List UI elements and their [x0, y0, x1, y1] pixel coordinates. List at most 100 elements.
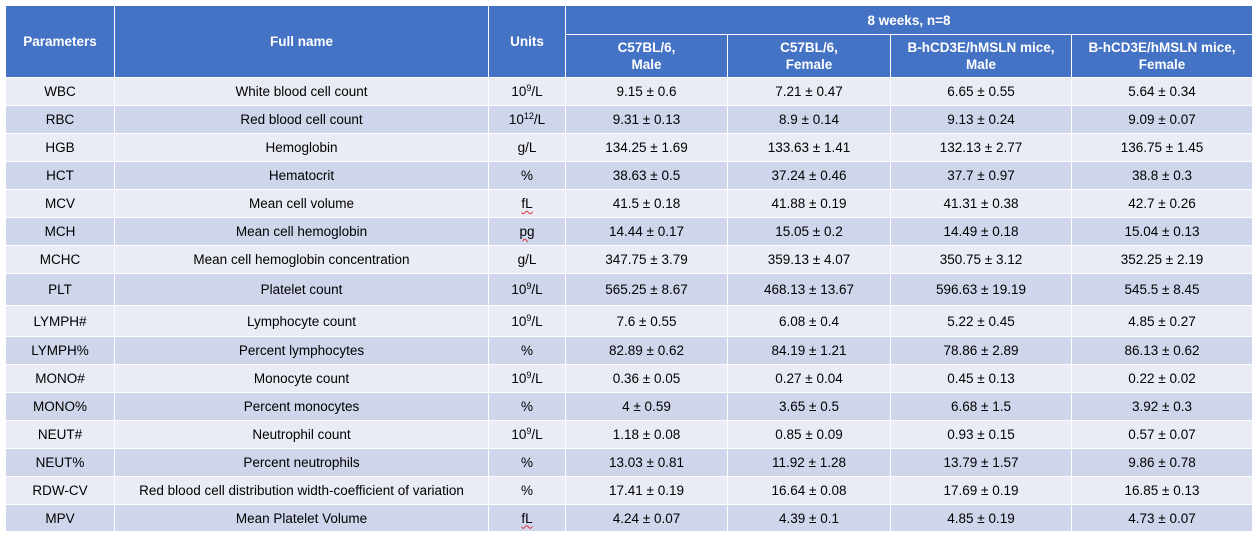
cell-value-col-4: 5.64 ± 0.34 [1071, 77, 1253, 106]
cell-unit: 1012/L [488, 105, 566, 134]
header-parameters: Parameters [5, 5, 115, 78]
cell-value-col-2: 468.13 ± 13.67 [727, 273, 891, 306]
cell-value-col-3: 6.68 ± 1.5 [890, 392, 1072, 421]
cell-full-name: Hematocrit [114, 161, 489, 190]
cell-value-col-4: 38.8 ± 0.3 [1071, 161, 1253, 190]
cell-value-col-2: 16.64 ± 0.08 [727, 476, 891, 505]
unit-base: 10 [508, 112, 524, 127]
cell-unit: 109/L [488, 273, 566, 306]
cell-value-col-2: 359.13 ± 4.07 [727, 245, 891, 274]
table-row: MCV Mean cell volume fL 41.5 ± 0.18 41.88 ± … [5, 189, 1253, 218]
cell-parameter: RDW-CV [5, 476, 115, 505]
cell-full-name: Red blood cell count [114, 105, 489, 134]
cell-value-col-3: 37.7 ± 0.97 [890, 161, 1072, 190]
cell-parameter: LYMPH% [5, 336, 115, 365]
cell-value-col-4: 0.57 ± 0.07 [1071, 420, 1253, 449]
cell-full-name: Mean cell hemoglobin [114, 217, 489, 246]
cell-full-name: Percent monocytes [114, 392, 489, 421]
cell-parameter: NEUT# [5, 420, 115, 449]
cell-value-col-3: 17.69 ± 0.19 [890, 476, 1072, 505]
cell-value-col-3: 41.31 ± 0.38 [890, 189, 1072, 218]
cell-parameter: MCV [5, 189, 115, 218]
unit-base: 10 [511, 282, 527, 297]
cell-full-name: Mean cell volume [114, 189, 489, 218]
cell-value-col-2: 37.24 ± 0.46 [727, 161, 891, 190]
header-column-1: C57BL/6, Male [565, 34, 728, 78]
table-row: NEUT# Neutrophil count 109/L 1.18 ± 0.08 0.8… [5, 420, 1253, 449]
cell-full-name: Monocyte count [114, 364, 489, 393]
cell-unit: % [488, 336, 566, 365]
cell-value-col-1: 17.41 ± 0.19 [565, 476, 728, 505]
cell-parameter: MPV [5, 504, 115, 532]
cell-value-col-4: 15.04 ± 0.13 [1071, 217, 1253, 246]
cell-parameter: LYMPH# [5, 305, 115, 337]
cell-unit: 109/L [488, 420, 566, 449]
cell-value-col-3: 4.85 ± 0.19 [890, 504, 1072, 532]
cell-unit: fL [488, 189, 566, 218]
cell-value-col-1: 14.44 ± 0.17 [565, 217, 728, 246]
cell-full-name: Red blood cell distribution width-coeffi… [114, 476, 489, 505]
cell-value-col-3: 132.13 ± 2.77 [890, 133, 1072, 162]
table-row: HGB Hemoglobin g/L 134.25 ± 1.69 133.63 ± 1.… [5, 133, 1253, 162]
cell-value-col-2: 41.88 ± 0.19 [727, 189, 891, 218]
table-row: MONO# Monocyte count 109/L 0.36 ± 0.05 0.27 … [5, 364, 1253, 393]
unit-base: % [520, 483, 533, 498]
cell-parameter: WBC [5, 77, 115, 106]
cell-value-col-4: 0.22 ± 0.02 [1071, 364, 1253, 393]
unit-tail: /L [531, 282, 543, 297]
cell-unit: 109/L [488, 364, 566, 393]
cell-unit: g/L [488, 245, 566, 274]
table-row: NEUT% Percent neutrophils% 13.03 ± 0.81 11.… [5, 448, 1253, 477]
cell-value-col-4: 16.85 ± 0.13 [1071, 476, 1253, 505]
cell-parameter: MCHC [5, 245, 115, 274]
header-units: Units [488, 5, 566, 78]
cell-unit: % [488, 161, 566, 190]
table-row: RDW-CV Red blood cell distribution width-… [5, 476, 1253, 505]
unit-base: g/L [517, 140, 537, 155]
cell-value-col-4: 4.85 ± 0.27 [1071, 305, 1253, 337]
cell-unit: 109/L [488, 77, 566, 106]
table-row: RBC Red blood cell count 1012/L 9.31 ± 0.13… [5, 105, 1253, 134]
table-row: PLT Platelet count 109/L 565.25 ± 8.67 468.1… [5, 273, 1253, 306]
table-header: Parameters Full name Units 8 weeks, n=8 … [5, 5, 1253, 78]
unit-base: 10 [511, 84, 527, 99]
unit-exponent: 9 [526, 312, 532, 323]
cell-value-col-4: 545.5 ± 8.45 [1071, 273, 1253, 306]
cell-value-col-3: 13.79 ± 1.57 [890, 448, 1072, 477]
unit-base: % [520, 168, 533, 183]
cell-unit: 109/L [488, 305, 566, 337]
cell-value-col-2: 3.65 ± 0.5 [727, 392, 891, 421]
cell-parameter: PLT [5, 273, 115, 306]
table-row: MONO% Percent monocytes% 4 ± 0.59 3.65 ± 0.… [5, 392, 1253, 421]
unit-base: 10 [511, 313, 527, 329]
cell-parameter: RBC [5, 105, 115, 134]
cell-value-col-1: 0.36 ± 0.05 [565, 364, 728, 393]
cell-value-col-4: 136.75 ± 1.45 [1071, 133, 1253, 162]
header-column-4: B-hCD3E/hMSLN mice, Female [1071, 34, 1253, 78]
cell-value-col-3: 78.86 ± 2.89 [890, 336, 1072, 365]
header-group: 8 weeks, n=8 [565, 5, 1253, 35]
unit-base: 10 [511, 427, 527, 442]
unit-exponent: 9 [526, 426, 532, 436]
cell-unit: fL [488, 504, 566, 532]
cell-value-col-2: 6.08 ± 0.4 [727, 305, 891, 337]
unit-exponent: 12 [523, 111, 534, 121]
cell-value-col-1: 41.5 ± 0.18 [565, 189, 728, 218]
unit-base: pg [519, 224, 535, 239]
unit-tail: /L [531, 371, 543, 386]
cell-value-col-1: 1.18 ± 0.08 [565, 420, 728, 449]
cell-unit: % [488, 392, 566, 421]
cell-unit: % [488, 476, 566, 505]
cell-parameter: NEUT% [5, 448, 115, 477]
cell-value-col-3: 14.49 ± 0.18 [890, 217, 1072, 246]
cell-value-col-4: 4.73 ± 0.07 [1071, 504, 1253, 532]
cell-full-name: Percent neutrophils [114, 448, 489, 477]
unit-base: % [520, 399, 533, 414]
cell-value-col-1: 7.6 ± 0.55 [565, 305, 728, 337]
unit-base: 10 [511, 371, 527, 386]
unit-tail: /L [531, 313, 543, 329]
cell-value-col-1: 13.03 ± 0.81 [565, 448, 728, 477]
cell-unit: pg [488, 217, 566, 246]
cell-value-col-2: 15.05 ± 0.2 [727, 217, 891, 246]
cell-parameter: HGB [5, 133, 115, 162]
